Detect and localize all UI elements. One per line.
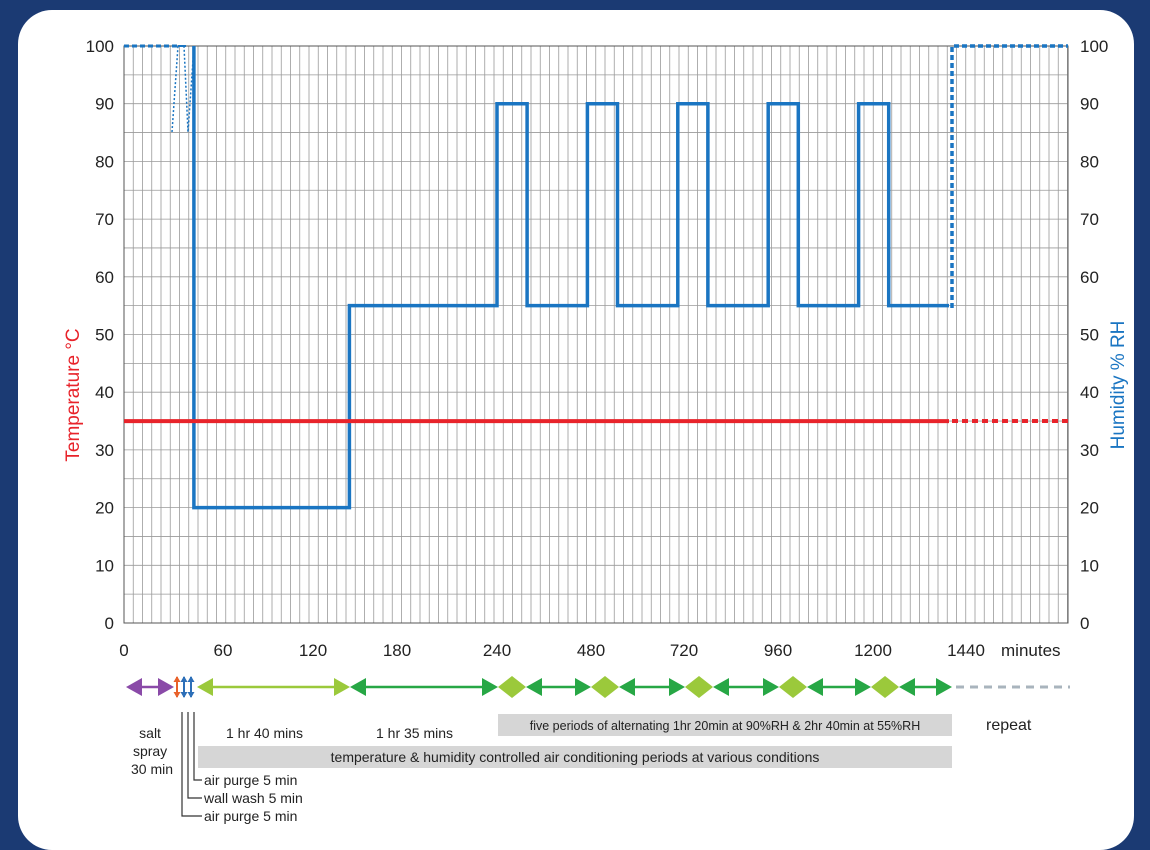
low-humidity-arrow bbox=[807, 678, 823, 696]
x-tick-label: 480 bbox=[577, 641, 605, 660]
salt-spray-label-line: salt bbox=[139, 725, 161, 741]
y-tick-label-left: 100 bbox=[86, 37, 114, 56]
five-periods-label: five periods of alternating 1hr 20min at… bbox=[530, 719, 920, 733]
five-periods-box bbox=[498, 714, 952, 736]
y-tick-label-right: 0 bbox=[1080, 614, 1089, 633]
x-tick-label: 960 bbox=[764, 641, 792, 660]
phase-2-arrow bbox=[482, 678, 498, 696]
low-humidity-arrow bbox=[855, 678, 871, 696]
low-humidity-arrow bbox=[936, 678, 952, 696]
y-tick-label-left: 10 bbox=[95, 556, 114, 575]
phase-1-arrow bbox=[197, 678, 213, 696]
salt-spray-arrow bbox=[126, 678, 142, 696]
y-tick-label-right: 70 bbox=[1080, 210, 1099, 229]
chart-grid bbox=[123, 45, 1069, 624]
chart-series bbox=[124, 44, 1068, 510]
phase-2-arrow bbox=[350, 678, 366, 696]
purge-marker-head bbox=[173, 676, 181, 682]
wall-wash-label: wall wash 5 min bbox=[203, 790, 303, 806]
y-tick-label-left: 0 bbox=[105, 614, 114, 633]
salt-spray-label: salt spray 30 min bbox=[131, 725, 173, 777]
purge-marker-head bbox=[180, 676, 188, 682]
chart-card: 0 0 10 10 20 20 30 30 40 40 50 50 60 60 70 70 80 80 90 90 10… bbox=[18, 10, 1134, 850]
y-tick-label-left: 20 bbox=[95, 499, 114, 518]
purge-marker-head bbox=[173, 692, 181, 698]
high-humidity-diamond bbox=[498, 676, 526, 698]
y-tick-label-right: 20 bbox=[1080, 499, 1099, 518]
y-axis-left-label: Temperature °C bbox=[63, 328, 84, 461]
y-tick-label-right: 100 bbox=[1080, 37, 1108, 56]
y-tick-label-right: 10 bbox=[1080, 556, 1099, 575]
humidity-series-line bbox=[192, 46, 949, 510]
high-humidity-diamond bbox=[591, 676, 619, 698]
phase-timeline bbox=[126, 676, 1070, 698]
low-humidity-arrow bbox=[899, 678, 915, 696]
x-tick-label: 240 bbox=[483, 641, 511, 660]
y-axis-right-label: Humidity % RH bbox=[1108, 321, 1129, 450]
humidity-spray-dotted bbox=[171, 45, 195, 133]
high-humidity-diamond bbox=[779, 676, 807, 698]
low-humidity-arrow bbox=[575, 678, 591, 696]
phase-1-arrow bbox=[334, 678, 350, 696]
repeat-label: repeat bbox=[986, 717, 1032, 734]
y-tick-label-left: 70 bbox=[95, 210, 114, 229]
controlled-periods-box bbox=[198, 746, 952, 768]
low-humidity-arrow bbox=[619, 678, 635, 696]
air-purge-label-2: air purge 5 min bbox=[204, 808, 297, 824]
low-humidity-arrow bbox=[763, 678, 779, 696]
salt-spray-arrow bbox=[158, 678, 174, 696]
y-tick-label-left: 60 bbox=[95, 268, 114, 287]
x-tick-label: 1440 bbox=[947, 641, 985, 660]
low-humidity-arrow bbox=[669, 678, 685, 696]
x-axis-label: minutes bbox=[1001, 641, 1061, 660]
y-tick-label-right: 40 bbox=[1080, 383, 1099, 402]
purge-marker-head bbox=[180, 692, 188, 698]
low-humidity-arrow bbox=[526, 678, 542, 696]
y-tick-label-right: 30 bbox=[1080, 441, 1099, 460]
y-tick-label-right: 50 bbox=[1080, 326, 1099, 345]
y-tick-label-right: 80 bbox=[1080, 152, 1099, 171]
y-tick-label-right: 60 bbox=[1080, 268, 1099, 287]
low-humidity-arrow bbox=[713, 678, 729, 696]
purge-marker-head bbox=[187, 692, 195, 698]
phase-1-label: 1 hr 40 mins bbox=[226, 725, 303, 741]
x-tick-label: 1200 bbox=[854, 641, 892, 660]
humidity-repeat-dotted bbox=[950, 44, 1068, 308]
x-tick-label: 0 bbox=[119, 641, 128, 660]
y-tick-label-left: 50 bbox=[95, 326, 114, 345]
y-tick-label-left: 30 bbox=[95, 441, 114, 460]
phase-2-label: 1 hr 35 mins bbox=[376, 725, 453, 741]
high-humidity-diamond bbox=[685, 676, 713, 698]
y-tick-label-left: 90 bbox=[95, 95, 114, 114]
y-tick-label-right: 90 bbox=[1080, 95, 1099, 114]
controlled-periods-label: temperature & humidity controlled air co… bbox=[331, 749, 820, 765]
x-tick-label: 180 bbox=[383, 641, 411, 660]
high-humidity-diamond bbox=[871, 676, 899, 698]
plot-frame bbox=[123, 45, 1069, 624]
x-tick-label: 60 bbox=[214, 641, 233, 660]
purge-brackets bbox=[181, 712, 202, 817]
y-tick-label-left: 40 bbox=[95, 383, 114, 402]
purge-marker-head bbox=[187, 676, 195, 682]
x-tick-label: 120 bbox=[299, 641, 327, 660]
salt-spray-label-line: 30 min bbox=[131, 761, 173, 777]
air-purge-label-1: air purge 5 min bbox=[204, 772, 297, 788]
salt-spray-label-line: spray bbox=[133, 743, 167, 759]
y-tick-label-left: 80 bbox=[95, 152, 114, 171]
x-tick-label: 720 bbox=[670, 641, 698, 660]
